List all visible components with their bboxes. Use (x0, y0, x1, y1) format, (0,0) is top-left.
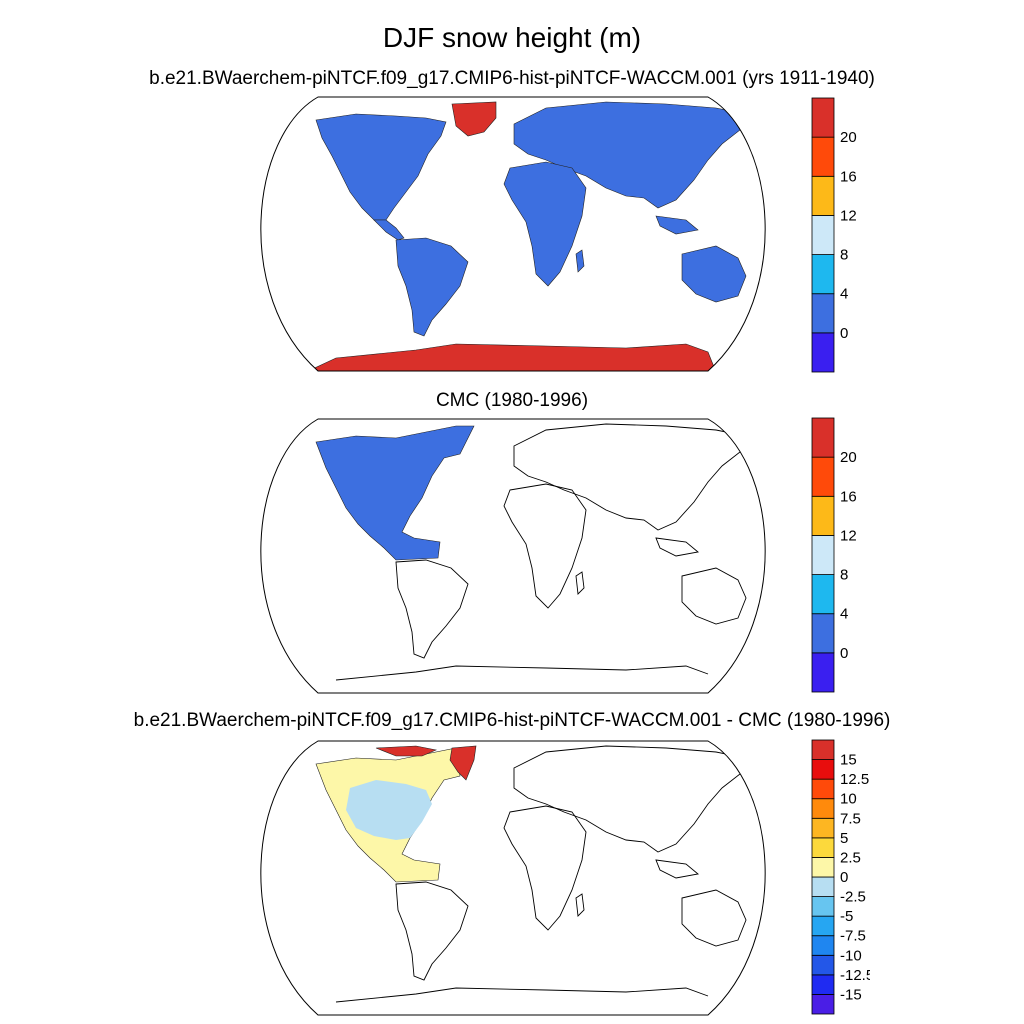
colorbar-1-label-5: 20 (840, 449, 857, 466)
colorbar-0-label-0: 0 (840, 325, 848, 342)
colorbar-2-label-9: 7.5 (840, 810, 861, 827)
colorbar-1-segment-2 (811, 574, 835, 615)
south-america-landmass (395, 237, 469, 337)
colorbar-2-label-11: 12.5 (840, 771, 869, 788)
north-america-snow-fill (315, 425, 475, 561)
colorbar-2-label-8: 5 (840, 830, 848, 847)
colorbar-2-segment-11 (811, 778, 835, 800)
colorbar-0-segment-1 (811, 293, 835, 334)
colorbar-2-segment-0 (811, 994, 835, 1015)
north-america-landmass (315, 113, 447, 221)
colorbar-2-label-12: 15 (840, 752, 857, 769)
colorbar-1-segment-3 (811, 535, 835, 575)
colorbar-1-segment-4 (811, 495, 835, 536)
colorbar-2-segment-1 (811, 974, 835, 995)
colorbar-0-segment-6 (811, 97, 835, 138)
colorbar-2-label-1: -12.5 (840, 967, 870, 984)
colorbar-2-segment-10 (811, 798, 835, 819)
figure-title: DJF snow height (m) (382, 22, 642, 53)
colorbar-1-label-3: 12 (840, 527, 857, 544)
colorbar-2-segment-3 (811, 935, 835, 956)
map-panel-difference (260, 740, 766, 1016)
coastline-outlines-diff (335, 745, 747, 1003)
north-america-negative-anomaly (346, 780, 432, 840)
colorbar-0-segment-3 (811, 215, 835, 255)
colorbar-1-segment-6 (811, 417, 835, 458)
colorbar-2-label-0: -15 (840, 986, 862, 1003)
indonesia-landmass (655, 215, 699, 235)
colorbar-1-segment-0 (811, 652, 835, 693)
colorbar-0-label-4: 16 (840, 168, 857, 185)
colorbar-0-segment-2 (811, 254, 835, 295)
colorbar-2-segment-7 (811, 857, 835, 878)
arctic-islands-anomaly (375, 745, 438, 757)
colorbar-2-label-10: 10 (840, 791, 857, 808)
colorbar-2-segment-13 (811, 739, 835, 760)
colorbar-2-label-5: -2.5 (840, 889, 866, 906)
colorbar-2-label-4: -5 (840, 908, 853, 925)
colorbar-2-segment-6 (811, 876, 835, 897)
colorbar-2-segment-4 (811, 915, 835, 937)
colorbar-1-segment-5 (811, 456, 835, 497)
coastline-outlines (335, 423, 747, 681)
colorbar-2-label-3: -7.5 (840, 928, 866, 945)
colorbar-2-segment-9 (811, 817, 835, 839)
colorbar-obs: 0 4 8 12 16 20 (811, 417, 857, 693)
map-panel-model (260, 96, 766, 372)
central-america-landmass (373, 219, 405, 241)
colorbar-2-segment-2 (811, 954, 835, 976)
colorbar-2-segment-12 (811, 759, 835, 780)
colorbar-0-label-1: 4 (840, 286, 848, 303)
colorbar-1-segment-1 (811, 613, 835, 654)
map-panel-obs (260, 418, 766, 694)
panel-2-title: CMC (1980-1996) (435, 390, 589, 411)
colorbar-2-segment-8 (811, 837, 835, 858)
madagascar-landmass (575, 249, 585, 273)
colorbar-0-label-5: 20 (840, 129, 857, 146)
colorbar-1-label-1: 4 (840, 606, 848, 623)
colorbar-2-label-6: 0 (840, 869, 848, 886)
colorbar-difference: -15 -12.5 -10 -7.5 -5 -2.5 0 2.5 5 7.5 10 12.5 15 (811, 739, 870, 1015)
colorbar-0-segment-5 (811, 136, 835, 177)
colorbar-2-label-2: -10 (840, 947, 862, 964)
greenland-anomaly (449, 745, 477, 781)
africa-landmass (503, 161, 587, 287)
panel-3-title: b.e21.BWaerchem-piNTCF.f09_g17.CMIP6-his… (133, 710, 891, 731)
colorbar-1-label-4: 16 (840, 488, 857, 505)
colorbar-0-segment-4 (811, 175, 835, 216)
eurasia-landmass (513, 101, 747, 209)
colorbar-1-label-2: 8 (840, 567, 848, 584)
antarctica-ice (305, 343, 717, 371)
colorbar-model: 0 4 8 12 16 20 (811, 97, 857, 373)
greenland-ice (451, 101, 497, 137)
colorbar-1-label-0: 0 (840, 645, 848, 662)
colorbar-0-label-3: 12 (840, 207, 857, 224)
colorbar-0-label-2: 8 (840, 247, 848, 264)
colorbar-2-label-7: 2.5 (840, 849, 861, 866)
australia-landmass (681, 245, 747, 303)
panel-1-title: b.e21.BWaerchem-piNTCF.f09_g17.CMIP6-his… (149, 68, 875, 89)
colorbar-0-segment-0 (811, 332, 835, 373)
colorbar-2-segment-5 (811, 896, 835, 917)
